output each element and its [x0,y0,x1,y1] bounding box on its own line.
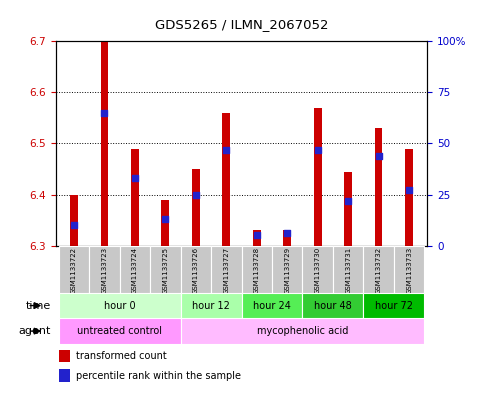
Bar [58,318,181,344]
Point [192,191,199,198]
Text: time: time [26,301,51,310]
Bar [161,200,169,246]
Text: hour 48: hour 48 [314,301,352,310]
Bar [394,246,425,293]
Point [344,198,352,204]
Text: hour 12: hour 12 [192,301,230,310]
Text: GSM1133733: GSM1133733 [406,247,412,294]
Text: GSM1133727: GSM1133727 [223,247,229,294]
Bar [253,230,260,246]
Text: GSM1133725: GSM1133725 [162,247,168,294]
Point [314,147,322,153]
Bar [89,246,120,293]
Bar [181,318,425,344]
Bar [333,246,363,293]
Point [161,216,169,222]
Bar [302,246,333,293]
Bar [58,293,181,318]
Point [253,232,261,239]
Bar [242,246,272,293]
Text: hour 0: hour 0 [104,301,135,310]
Bar [363,246,394,293]
Bar [363,293,425,318]
Bar [344,171,352,246]
Text: GSM1133723: GSM1133723 [101,247,107,294]
Text: GSM1133726: GSM1133726 [193,247,199,294]
Bar [314,108,322,246]
Text: transformed count: transformed count [76,351,167,361]
Bar [284,230,291,246]
Text: GSM1133724: GSM1133724 [132,247,138,294]
Point [375,152,383,159]
Text: hour 24: hour 24 [253,301,291,310]
Point [131,175,139,181]
Bar [211,246,242,293]
Bar [302,293,363,318]
Bar [120,246,150,293]
Bar [223,113,230,246]
Bar [181,293,242,318]
Bar [272,246,302,293]
Bar [150,246,181,293]
Bar [192,169,199,246]
Text: hour 72: hour 72 [375,301,413,310]
Point [284,230,291,237]
Bar [405,149,413,246]
Text: GSM1133728: GSM1133728 [254,247,260,294]
Text: untreated control: untreated control [77,326,162,336]
Text: percentile rank within the sample: percentile rank within the sample [76,371,241,381]
Bar [375,128,383,246]
Bar [131,149,139,246]
Text: GSM1133730: GSM1133730 [315,247,321,294]
Text: mycophenolic acid: mycophenolic acid [257,326,348,336]
Text: GSM1133729: GSM1133729 [284,247,290,294]
Point [405,187,413,194]
Text: GSM1133722: GSM1133722 [71,247,77,294]
Bar [58,246,89,293]
Bar [59,350,71,362]
Bar [59,369,71,382]
Bar [100,41,108,246]
Bar [242,293,302,318]
Text: GSM1133731: GSM1133731 [345,247,351,294]
Point [70,222,78,228]
Text: agent: agent [18,326,51,336]
Point [100,110,108,116]
Text: GSM1133732: GSM1133732 [376,247,382,294]
Text: GDS5265 / ILMN_2067052: GDS5265 / ILMN_2067052 [155,18,328,31]
Point [222,147,230,153]
Bar [181,246,211,293]
Bar [70,195,78,246]
